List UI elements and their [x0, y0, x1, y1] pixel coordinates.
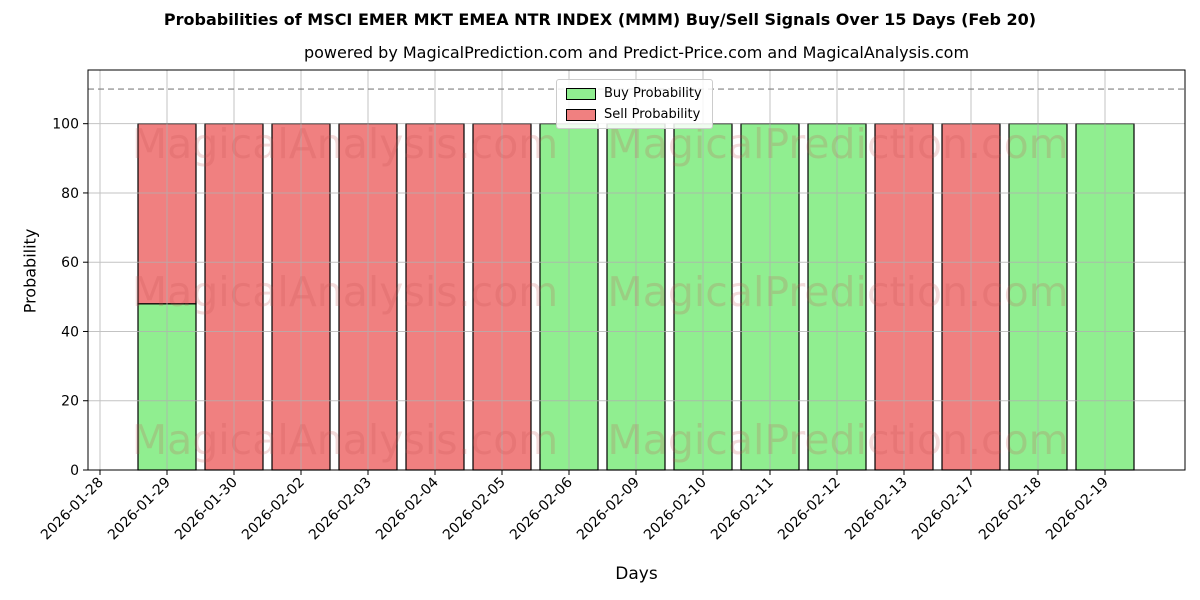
watermark-text: MagicalAnalysis.com — [132, 268, 559, 316]
y-tick-label: 100 — [52, 117, 79, 133]
chart-title: Probabilities of MSCI EMER MKT EMEA NTR … — [163, 10, 1037, 29]
x-tick-label: 2026-02-03 — [306, 475, 375, 544]
x-tick-label: 2026-01-29 — [105, 475, 174, 544]
grid-group — [88, 70, 1185, 470]
x-tick-label: 2026-02-17 — [909, 475, 978, 544]
x-tick-label: 2026-02-18 — [976, 475, 1045, 544]
x-tick-label: 2026-02-10 — [641, 475, 710, 544]
x-tick-label: 2026-02-06 — [507, 474, 576, 543]
x-tick-label: 2026-02-13 — [842, 475, 911, 544]
x-tick-label: 2026-02-09 — [574, 475, 643, 544]
watermark-text: MagicalAnalysis.com — [132, 120, 559, 168]
watermark-group: MagicalAnalysis.com MagicalPrediction.com… — [132, 120, 1069, 464]
x-axis-label: Days — [615, 564, 658, 584]
ticks-group — [83, 123, 1106, 475]
y-tick-label: 0 — [70, 463, 79, 479]
y-tick-label: 80 — [61, 186, 79, 202]
watermark-text: MagicalPrediction.com — [607, 416, 1068, 464]
x-tick-label: 2026-02-19 — [1043, 475, 1112, 544]
y-tick-label: 60 — [61, 255, 79, 271]
buy-swatch-icon — [566, 87, 596, 100]
watermark-text: MagicalAnalysis.com — [132, 416, 559, 464]
sell-swatch-icon — [566, 108, 596, 121]
chart-subtitle: powered by MagicalPrediction.com and Pre… — [303, 43, 970, 62]
y-tick-label: 20 — [61, 394, 79, 410]
watermark-text: MagicalPrediction.com — [607, 268, 1068, 316]
legend: Buy Probability Sell Probability — [556, 79, 713, 129]
x-tick-label: 2026-02-05 — [440, 475, 509, 544]
x-tick-label: 2026-02-12 — [775, 475, 844, 544]
x-tick-label: 2026-02-04 — [373, 474, 442, 543]
y-tick-label: 40 — [61, 324, 79, 340]
legend-label-buy: Buy Probability — [604, 86, 702, 101]
x-tick-label: 2026-01-28 — [38, 475, 107, 544]
x-tick-label: 2026-02-11 — [708, 475, 777, 544]
x-tick-label: 2026-02-02 — [239, 475, 308, 544]
legend-item-sell: Sell Probability — [566, 107, 702, 122]
x-tick-label: 2026-01-30 — [172, 475, 241, 544]
y-axis-label: Probability — [20, 228, 40, 314]
legend-label-sell: Sell Probability — [604, 107, 701, 122]
legend-item-buy: Buy Probability — [566, 86, 702, 101]
